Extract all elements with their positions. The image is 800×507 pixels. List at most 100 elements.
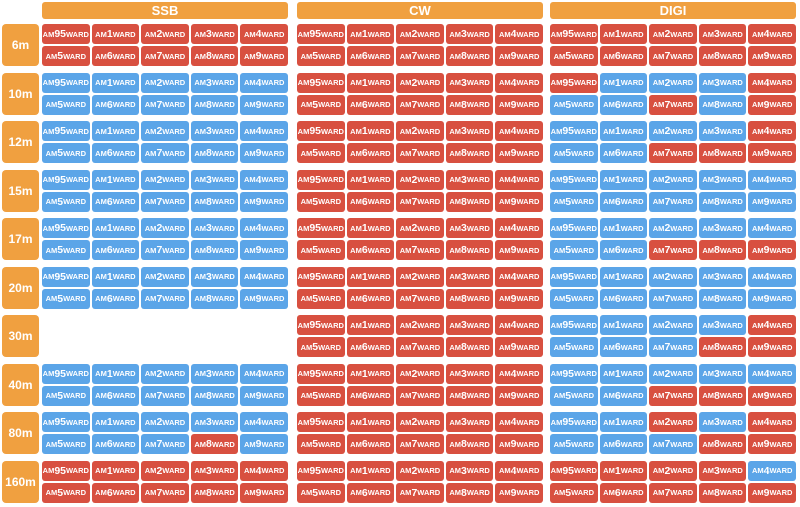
station-cell-160m-ssb-am2ward[interactable]: AM 2 WARD	[141, 460, 189, 481]
station-cell-6m-cw-am1ward[interactable]: AM 1 WARD	[346, 24, 395, 44]
station-cell-10m-ssb-am1ward[interactable]: AM 1 WARD	[91, 72, 140, 93]
station-cell-10m-ssb-am2ward[interactable]: AM 2 WARD	[141, 72, 189, 93]
station-cell-20m-digi-am4ward[interactable]: AM 4 WARD	[748, 266, 796, 287]
station-cell-10m-digi-am8ward[interactable]: AM 8 WARD	[698, 94, 747, 115]
station-cell-40m-ssb-am7ward[interactable]: AM 7 WARD	[141, 385, 189, 406]
station-cell-6m-digi-am8ward[interactable]: AM 8 WARD	[698, 46, 747, 66]
station-cell-6m-ssb-am4ward[interactable]: AM 4 WARD	[240, 24, 288, 44]
station-cell-15m-cw-am3ward[interactable]: AM 3 WARD	[445, 169, 494, 190]
station-cell-10m-digi-am5ward[interactable]: AM 5 WARD	[550, 94, 598, 115]
station-cell-6m-cw-am8ward[interactable]: AM 8 WARD	[445, 46, 494, 66]
station-cell-12m-digi-am4ward[interactable]: AM 4 WARD	[748, 121, 796, 141]
station-cell-15m-cw-am2ward[interactable]: AM 2 WARD	[396, 169, 444, 190]
station-cell-17m-digi-am3ward[interactable]: AM 3 WARD	[698, 218, 747, 238]
station-cell-10m-ssb-am6ward[interactable]: AM 6 WARD	[91, 94, 140, 115]
station-cell-30m-cw-am9ward[interactable]: AM 9 WARD	[495, 337, 543, 357]
station-cell-12m-ssb-am1ward[interactable]: AM 1 WARD	[91, 121, 140, 141]
station-cell-10m-cw-am6ward[interactable]: AM 6 WARD	[346, 94, 395, 115]
station-cell-10m-ssb-am7ward[interactable]: AM 7 WARD	[141, 94, 189, 115]
station-cell-40m-ssb-am2ward[interactable]: AM 2 WARD	[141, 363, 189, 384]
station-cell-160m-cw-am7ward[interactable]: AM 7 WARD	[396, 482, 444, 503]
station-cell-12m-ssb-am6ward[interactable]: AM 6 WARD	[91, 143, 140, 163]
station-cell-6m-ssb-am95ward[interactable]: AM 95 WARD	[42, 24, 90, 44]
station-cell-15m-cw-am9ward[interactable]: AM 9 WARD	[495, 191, 543, 212]
station-cell-80m-digi-am3ward[interactable]: AM 3 WARD	[698, 412, 747, 432]
station-cell-160m-digi-am7ward[interactable]: AM 7 WARD	[649, 482, 697, 503]
station-cell-10m-ssb-am8ward[interactable]: AM 8 WARD	[190, 94, 239, 115]
station-cell-40m-ssb-am3ward[interactable]: AM 3 WARD	[190, 363, 239, 384]
station-cell-15m-digi-am9ward[interactable]: AM 9 WARD	[748, 191, 796, 212]
station-cell-30m-cw-am5ward[interactable]: AM 5 WARD	[297, 337, 345, 357]
station-cell-12m-digi-am1ward[interactable]: AM 1 WARD	[599, 121, 648, 141]
station-cell-12m-digi-am95ward[interactable]: AM 95 WARD	[550, 121, 598, 141]
station-cell-40m-cw-am2ward[interactable]: AM 2 WARD	[396, 363, 444, 384]
station-cell-15m-ssb-am6ward[interactable]: AM 6 WARD	[91, 191, 140, 212]
station-cell-6m-cw-am2ward[interactable]: AM 2 WARD	[396, 24, 444, 44]
station-cell-80m-digi-am8ward[interactable]: AM 8 WARD	[698, 434, 747, 454]
station-cell-40m-digi-am9ward[interactable]: AM 9 WARD	[748, 385, 796, 406]
station-cell-20m-digi-am1ward[interactable]: AM 1 WARD	[599, 266, 648, 287]
station-cell-15m-digi-am6ward[interactable]: AM 6 WARD	[599, 191, 648, 212]
station-cell-160m-cw-am95ward[interactable]: AM 95 WARD	[297, 460, 345, 481]
station-cell-30m-cw-am95ward[interactable]: AM 95 WARD	[297, 315, 345, 335]
station-cell-17m-ssb-am4ward[interactable]: AM 4 WARD	[240, 218, 288, 238]
station-cell-17m-digi-am9ward[interactable]: AM 9 WARD	[748, 240, 796, 260]
station-cell-40m-ssb-am8ward[interactable]: AM 8 WARD	[190, 385, 239, 406]
station-cell-17m-ssb-am8ward[interactable]: AM 8 WARD	[190, 240, 239, 260]
station-cell-20m-ssb-am5ward[interactable]: AM 5 WARD	[42, 288, 90, 309]
station-cell-15m-ssb-am2ward[interactable]: AM 2 WARD	[141, 169, 189, 190]
station-cell-17m-ssb-am5ward[interactable]: AM 5 WARD	[42, 240, 90, 260]
station-cell-20m-digi-am8ward[interactable]: AM 8 WARD	[698, 288, 747, 309]
station-cell-20m-digi-am9ward[interactable]: AM 9 WARD	[748, 288, 796, 309]
station-cell-15m-cw-am4ward[interactable]: AM 4 WARD	[495, 169, 543, 190]
station-cell-10m-cw-am8ward[interactable]: AM 8 WARD	[445, 94, 494, 115]
station-cell-30m-cw-am2ward[interactable]: AM 2 WARD	[396, 315, 444, 335]
station-cell-15m-digi-am3ward[interactable]: AM 3 WARD	[698, 169, 747, 190]
station-cell-160m-ssb-am6ward[interactable]: AM 6 WARD	[91, 482, 140, 503]
station-cell-10m-digi-am3ward[interactable]: AM 3 WARD	[698, 72, 747, 93]
station-cell-160m-ssb-am5ward[interactable]: AM 5 WARD	[42, 482, 90, 503]
station-cell-160m-ssb-am7ward[interactable]: AM 7 WARD	[141, 482, 189, 503]
station-cell-10m-cw-am4ward[interactable]: AM 4 WARD	[495, 72, 543, 93]
station-cell-40m-cw-am7ward[interactable]: AM 7 WARD	[396, 385, 444, 406]
station-cell-6m-cw-am4ward[interactable]: AM 4 WARD	[495, 24, 543, 44]
station-cell-160m-digi-am5ward[interactable]: AM 5 WARD	[550, 482, 598, 503]
station-cell-10m-digi-am2ward[interactable]: AM 2 WARD	[649, 72, 697, 93]
station-cell-6m-ssb-am3ward[interactable]: AM 3 WARD	[190, 24, 239, 44]
station-cell-20m-digi-am95ward[interactable]: AM 95 WARD	[550, 266, 598, 287]
station-cell-30m-digi-am1ward[interactable]: AM 1 WARD	[599, 315, 648, 335]
station-cell-80m-ssb-am4ward[interactable]: AM 4 WARD	[240, 412, 288, 432]
station-cell-40m-digi-am3ward[interactable]: AM 3 WARD	[698, 363, 747, 384]
station-cell-12m-digi-am5ward[interactable]: AM 5 WARD	[550, 143, 598, 163]
station-cell-40m-ssb-am95ward[interactable]: AM 95 WARD	[42, 363, 90, 384]
station-cell-6m-digi-am7ward[interactable]: AM 7 WARD	[649, 46, 697, 66]
station-cell-40m-digi-am4ward[interactable]: AM 4 WARD	[748, 363, 796, 384]
station-cell-160m-digi-am2ward[interactable]: AM 2 WARD	[649, 460, 697, 481]
station-cell-12m-ssb-am5ward[interactable]: AM 5 WARD	[42, 143, 90, 163]
station-cell-12m-ssb-am95ward[interactable]: AM 95 WARD	[42, 121, 90, 141]
station-cell-6m-cw-am7ward[interactable]: AM 7 WARD	[396, 46, 444, 66]
station-cell-30m-digi-am95ward[interactable]: AM 95 WARD	[550, 315, 598, 335]
station-cell-10m-ssb-am3ward[interactable]: AM 3 WARD	[190, 72, 239, 93]
station-cell-15m-digi-am4ward[interactable]: AM 4 WARD	[748, 169, 796, 190]
station-cell-20m-ssb-am2ward[interactable]: AM 2 WARD	[141, 266, 189, 287]
station-cell-6m-digi-am1ward[interactable]: AM 1 WARD	[599, 24, 648, 44]
station-cell-17m-ssb-am9ward[interactable]: AM 9 WARD	[240, 240, 288, 260]
station-cell-40m-cw-am8ward[interactable]: AM 8 WARD	[445, 385, 494, 406]
station-cell-12m-ssb-am9ward[interactable]: AM 9 WARD	[240, 143, 288, 163]
station-cell-12m-cw-am1ward[interactable]: AM 1 WARD	[346, 121, 395, 141]
station-cell-6m-ssb-am8ward[interactable]: AM 8 WARD	[190, 46, 239, 66]
station-cell-10m-cw-am7ward[interactable]: AM 7 WARD	[396, 94, 444, 115]
station-cell-20m-cw-am3ward[interactable]: AM 3 WARD	[445, 266, 494, 287]
station-cell-10m-ssb-am95ward[interactable]: AM 95 WARD	[42, 72, 90, 93]
station-cell-80m-digi-am95ward[interactable]: AM 95 WARD	[550, 412, 598, 432]
station-cell-30m-cw-am4ward[interactable]: AM 4 WARD	[495, 315, 543, 335]
station-cell-6m-digi-am2ward[interactable]: AM 2 WARD	[649, 24, 697, 44]
station-cell-40m-cw-am3ward[interactable]: AM 3 WARD	[445, 363, 494, 384]
station-cell-17m-cw-am95ward[interactable]: AM 95 WARD	[297, 218, 345, 238]
station-cell-10m-cw-am1ward[interactable]: AM 1 WARD	[346, 72, 395, 93]
station-cell-6m-ssb-am6ward[interactable]: AM 6 WARD	[91, 46, 140, 66]
station-cell-160m-cw-am2ward[interactable]: AM 2 WARD	[396, 460, 444, 481]
station-cell-15m-cw-am1ward[interactable]: AM 1 WARD	[346, 169, 395, 190]
station-cell-80m-ssb-am9ward[interactable]: AM 9 WARD	[240, 434, 288, 454]
